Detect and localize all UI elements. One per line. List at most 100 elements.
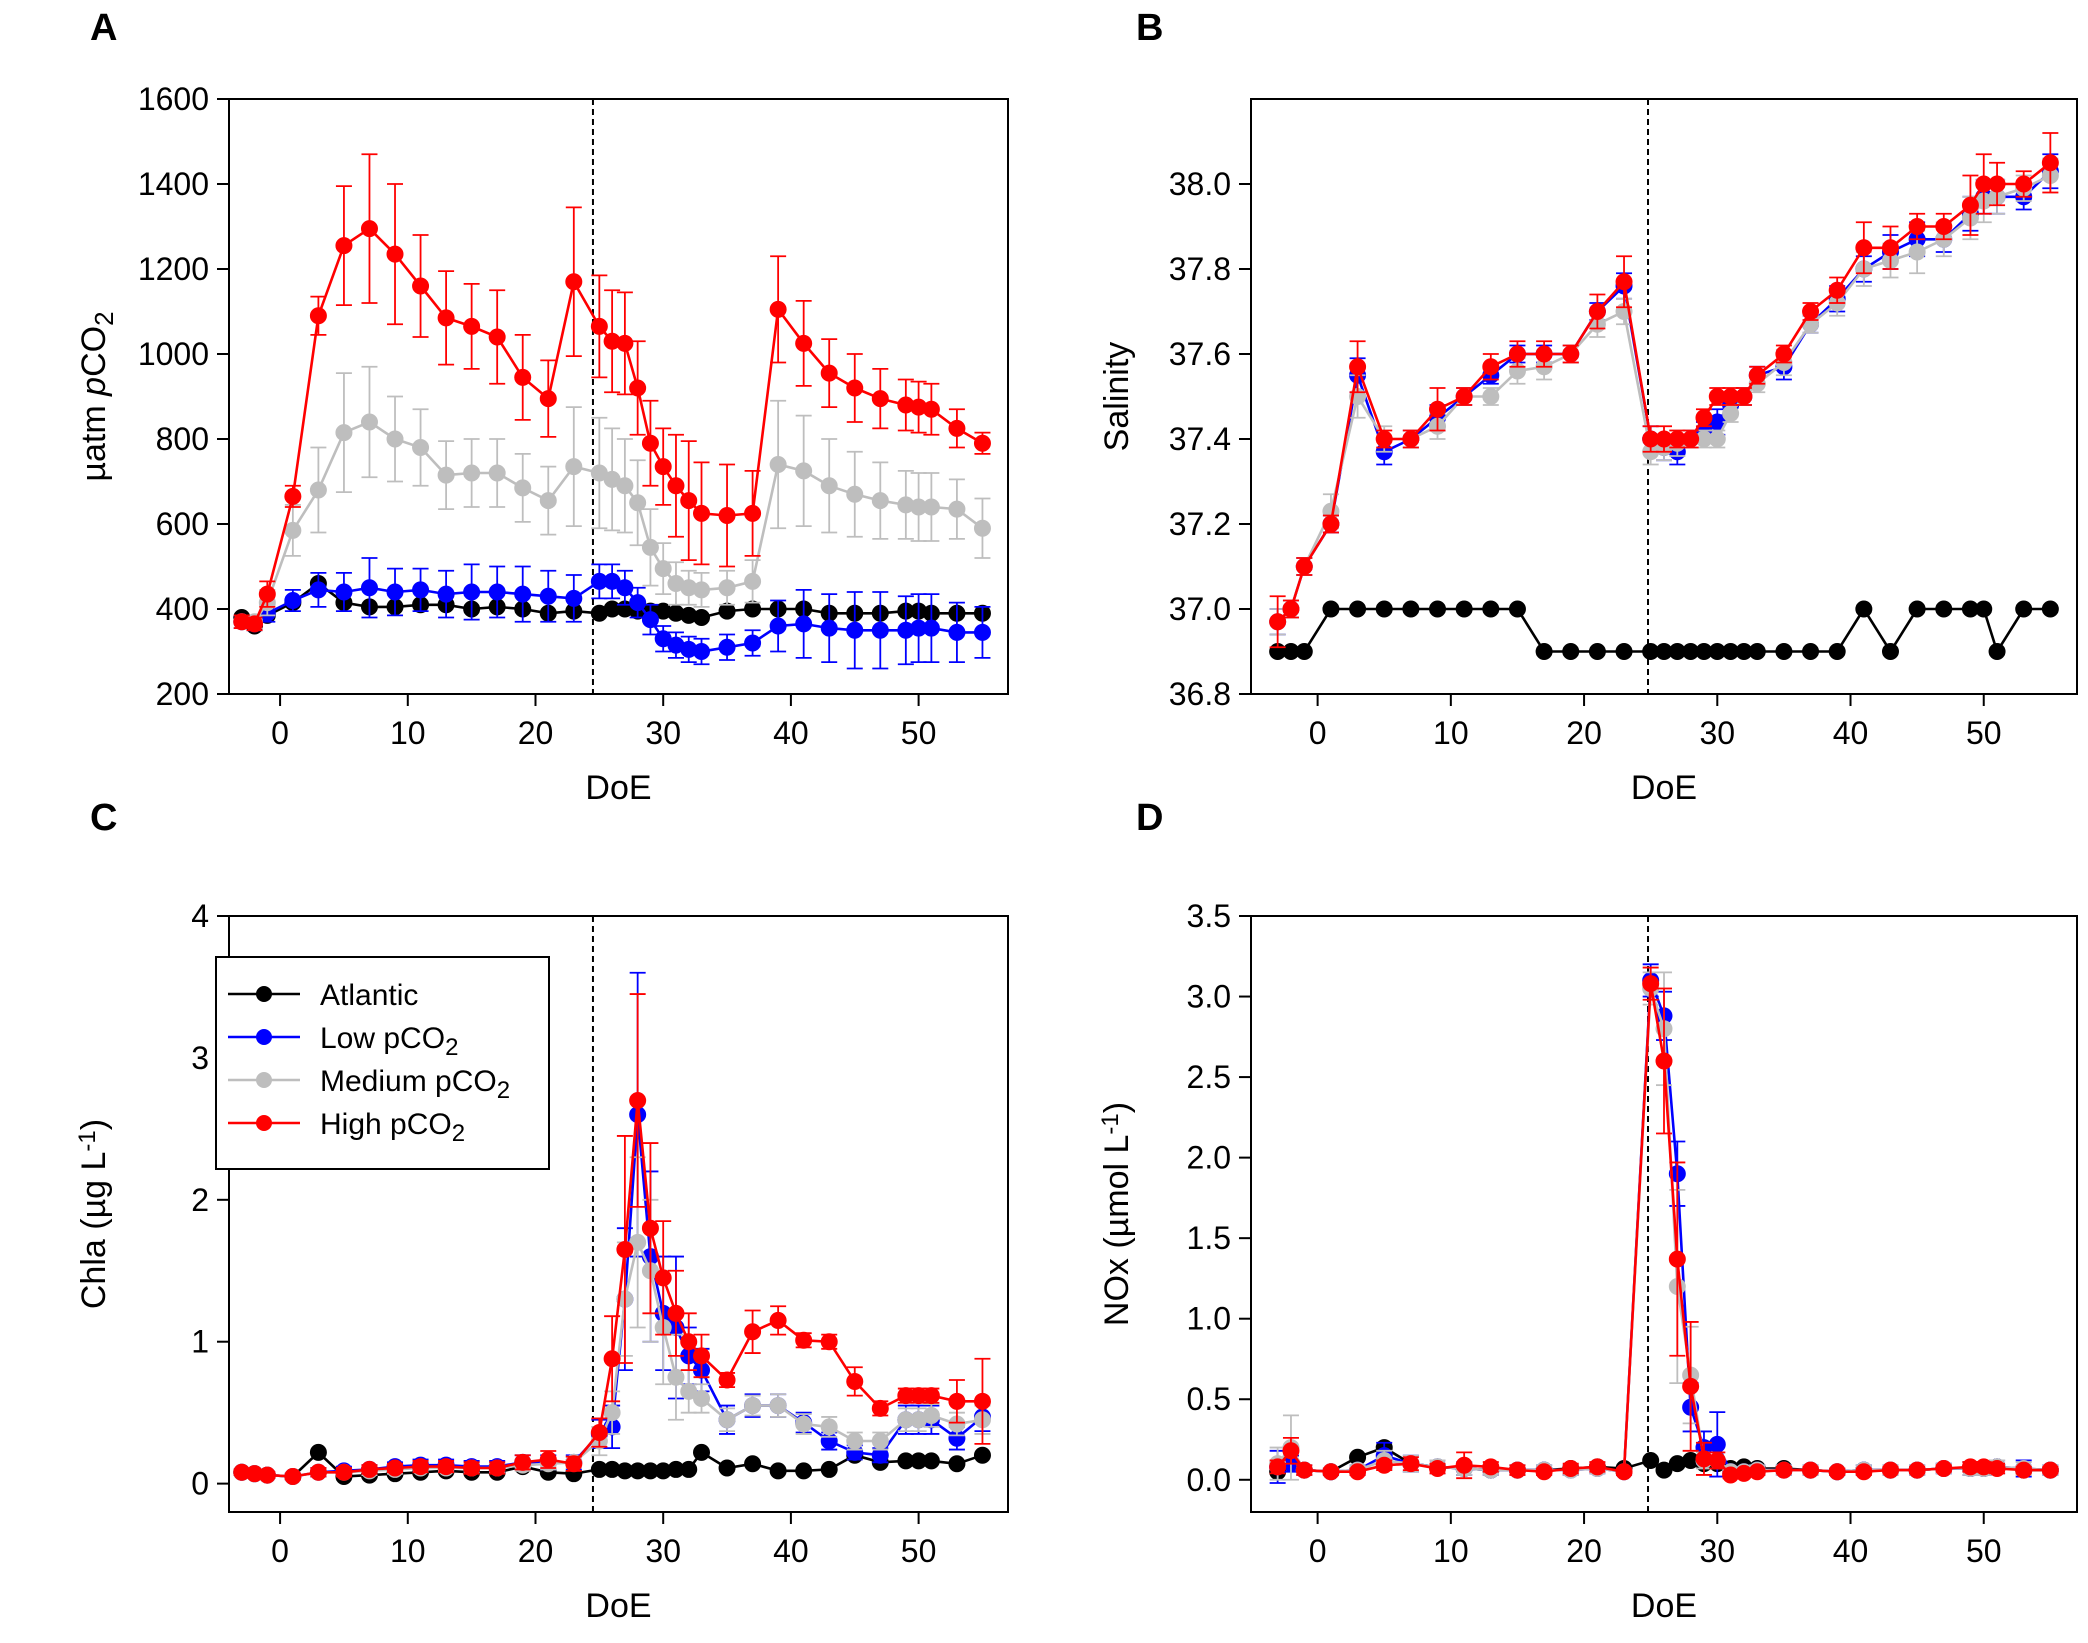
legend-label: High pCO2 — [320, 1108, 465, 1147]
data-point — [795, 1331, 813, 1349]
data-point — [1935, 218, 1953, 235]
x-tick-label: 40 — [773, 715, 809, 751]
panel-d: D 0 10 20 30 40 50 0.0 0.5 1.0 1.5 2.0 2.5 3.0 3.5 DoE N… — [1097, 797, 2078, 1625]
data-point — [360, 579, 378, 597]
x-tick-label: 40 — [773, 1533, 809, 1569]
data-point — [1562, 1460, 1580, 1478]
data-point — [744, 1397, 762, 1415]
x-tick-label: 20 — [518, 1533, 554, 1569]
data-point — [258, 585, 276, 603]
y-tick-label: 3.0 — [1187, 979, 1231, 1015]
data-point — [616, 579, 634, 597]
y-axis-label: µatm pCO2 — [75, 311, 119, 481]
data-point — [1775, 1461, 1793, 1479]
data-point — [2041, 154, 2059, 172]
x-axis-label: DoE — [585, 769, 651, 807]
data-point — [1881, 643, 1899, 660]
data-point — [335, 583, 353, 601]
data-point — [973, 1446, 991, 1464]
y-tick-label: 1000 — [138, 336, 209, 372]
legend-label-subscript: 2 — [452, 1120, 465, 1147]
x-tick-label: 50 — [901, 1533, 937, 1569]
data-point — [386, 1459, 404, 1477]
data-point — [463, 317, 481, 335]
data-point — [1855, 600, 1873, 618]
x-axis-label: DoE — [585, 1587, 651, 1625]
data-point — [680, 1382, 698, 1400]
x-tick-label: 0 — [271, 715, 289, 751]
x-tick-label: 50 — [1966, 1533, 2002, 1569]
data-point — [565, 458, 583, 476]
data-point — [871, 1432, 889, 1450]
data-point — [1429, 600, 1447, 618]
plot-frame — [1250, 98, 2078, 695]
series-low — [233, 557, 991, 670]
data-point — [1508, 600, 1526, 618]
y-tick-label: 3.5 — [1187, 898, 1231, 934]
data-point — [667, 1304, 685, 1322]
data-point — [871, 1399, 889, 1417]
data-point — [565, 589, 583, 607]
data-point — [539, 492, 557, 510]
series-high — [1269, 966, 2059, 1484]
data-point — [718, 1459, 736, 1477]
data-point — [1322, 600, 1340, 618]
panel-label: D — [1136, 797, 1163, 839]
x-tick-label: 10 — [390, 715, 426, 751]
x-axis-label: DoE — [1631, 769, 1697, 807]
x-tick-label: 20 — [1566, 715, 1602, 751]
data-point — [718, 1371, 736, 1389]
data-point — [1375, 600, 1393, 618]
data-point — [590, 1424, 608, 1442]
data-point — [616, 334, 634, 352]
x-axis-label: DoE — [1631, 1587, 1697, 1625]
data-point — [1855, 239, 1873, 257]
x-tick-label: 20 — [1566, 1533, 1602, 1569]
data-point — [795, 1415, 813, 1433]
data-point — [871, 390, 889, 408]
y-tick-label: 200 — [156, 676, 209, 712]
data-point — [1322, 1463, 1340, 1481]
data-point — [1402, 430, 1420, 448]
data-point — [1615, 643, 1633, 660]
legend-label-subscript: 2 — [445, 1034, 458, 1061]
y-axis-label-part: p — [75, 377, 113, 397]
panel-label: C — [90, 797, 117, 839]
data-point — [309, 1443, 327, 1461]
data-point — [284, 1468, 302, 1486]
data-point — [922, 1407, 940, 1425]
data-point — [693, 1443, 711, 1461]
data-point — [680, 1333, 698, 1351]
panel-b: B 0 10 20 30 40 50 36.8 37.0 37.2 37.4 37.6 37.8 38.0… — [1098, 7, 2078, 807]
data-point — [973, 623, 991, 641]
data-point — [769, 300, 787, 318]
x-tick-label: 50 — [1966, 715, 2002, 751]
y-axis-label-part: 2 — [89, 311, 119, 325]
y-axis-label-part: Salinity — [1098, 342, 1136, 452]
y-tick-label: 3 — [191, 1040, 209, 1076]
data-point — [386, 583, 404, 601]
data-point — [1802, 643, 1820, 660]
data-point — [693, 643, 711, 660]
data-point — [1615, 273, 1633, 291]
data-point — [769, 617, 787, 635]
data-point — [590, 317, 608, 335]
data-point — [973, 519, 991, 537]
data-point — [1655, 1052, 1673, 1070]
data-point — [335, 424, 353, 442]
legend-label: Atlantic — [320, 979, 418, 1012]
data-point — [1375, 1456, 1393, 1474]
y-tick-label: 36.8 — [1169, 676, 1231, 712]
data-point — [654, 560, 672, 578]
y-axis-label: Chla (µg L-1) — [74, 1119, 113, 1309]
data-point — [795, 462, 813, 480]
data-point — [629, 379, 647, 397]
data-point — [1881, 1461, 1899, 1479]
data-point — [616, 477, 634, 495]
data-point — [718, 507, 736, 524]
data-point — [693, 1347, 711, 1365]
plot-frame — [1250, 915, 2078, 1513]
y-axis-label: NOx (µmol L-1) — [1097, 1102, 1136, 1326]
data-point — [1908, 218, 1926, 235]
